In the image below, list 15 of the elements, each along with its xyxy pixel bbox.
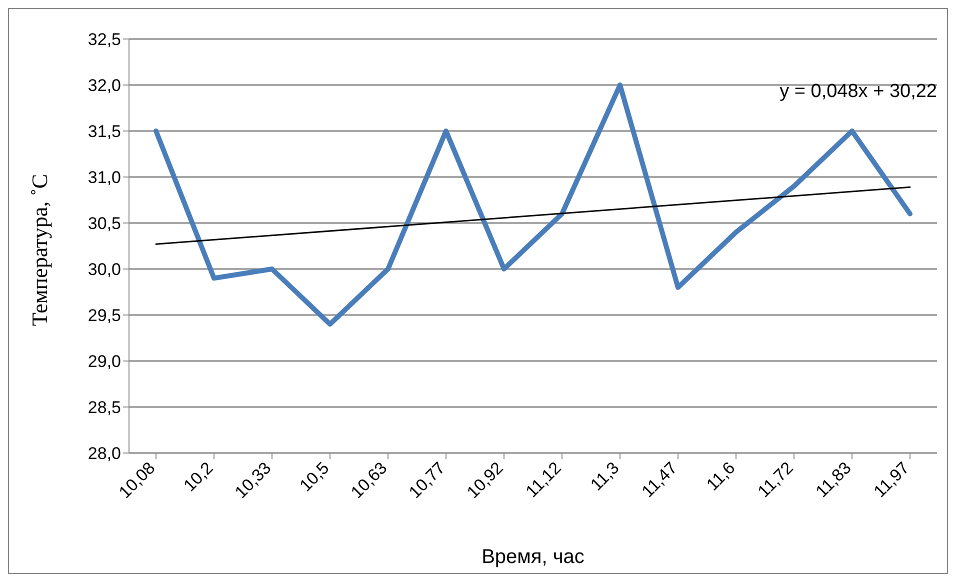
y-tick-label: 28,5 xyxy=(88,398,121,418)
y-tick-label: 32,0 xyxy=(88,76,121,96)
y-tick-label: 29,5 xyxy=(88,306,121,326)
x-axis-title: Время, час xyxy=(482,546,584,568)
y-tick-label: 30,5 xyxy=(88,214,121,234)
annotation: y = 0,048x + 30,22 xyxy=(780,81,937,103)
y-tick-label: 29,0 xyxy=(88,352,121,372)
y-tick-label: 30,0 xyxy=(88,260,121,280)
y-tick-label: 31,5 xyxy=(88,122,121,142)
x-tick-label: 11,6 xyxy=(702,458,739,494)
y-axis-title: Температура, ˚С xyxy=(26,174,52,326)
y-tick-label: 32,5 xyxy=(88,30,121,50)
x-tick-label: 11,3 xyxy=(586,458,623,494)
y-tick-label: 28,0 xyxy=(88,444,121,464)
y-tick-label: 31,0 xyxy=(88,168,121,188)
